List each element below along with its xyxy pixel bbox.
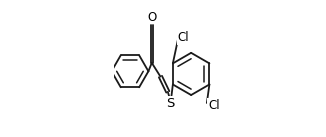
Text: O: O: [147, 11, 156, 24]
Text: Cl: Cl: [208, 99, 219, 112]
Text: Cl: Cl: [177, 31, 189, 44]
Text: S: S: [166, 97, 174, 110]
